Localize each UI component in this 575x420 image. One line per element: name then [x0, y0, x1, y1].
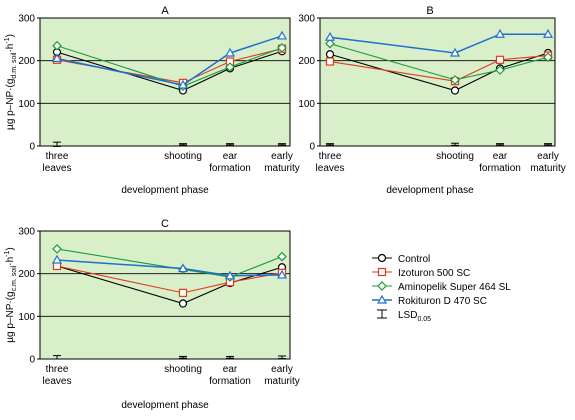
data-point — [51, 254, 63, 264]
y-tick-label: 100 — [18, 312, 35, 323]
data-point — [52, 244, 62, 254]
panel-b-xlabel: development phase — [386, 185, 474, 196]
data-point — [225, 62, 235, 72]
y-tick-label: 200 — [18, 269, 35, 280]
data-point — [324, 31, 336, 41]
legend-label: Aminopelik Super 464 SL — [398, 282, 511, 293]
x-tick-label: early maturity — [530, 151, 566, 174]
lsd-errorbar — [326, 143, 334, 146]
lsd-errorbar — [544, 143, 552, 146]
y-tick-label: 0 — [29, 355, 35, 366]
panel-b-plot-area — [319, 17, 556, 147]
data-point — [325, 38, 335, 49]
series-line — [329, 33, 548, 54]
x-tick-label: shooting — [436, 151, 474, 162]
x-tick-label: three leaves — [43, 151, 72, 174]
data-point — [449, 47, 461, 57]
y-tick-label: 0 — [309, 142, 315, 153]
data-point — [450, 75, 460, 85]
x-tick-label: early maturity — [264, 151, 300, 174]
panel-c-ylabel: µg p–NP·(gc.m. soil·h-1) — [4, 247, 18, 343]
panel-a-ylabel: µg p–NP·(gd.m. soil·h-1) — [4, 34, 18, 130]
legend-item-rokituron: Rokituron D 470 SC — [372, 294, 487, 307]
data-point — [494, 29, 506, 38]
x-tick-label: three leaves — [43, 364, 72, 387]
data-point — [51, 53, 63, 63]
panel-c-plot-area — [39, 230, 291, 360]
data-point — [495, 65, 505, 75]
legend-item-lsd: LSD0.05 — [377, 309, 431, 323]
panel-c-title: C — [161, 218, 169, 230]
lsd-errorbar — [226, 355, 234, 359]
series-line — [56, 265, 283, 294]
data-point — [543, 52, 553, 63]
legend-label: Izoturon 500 SC — [398, 268, 470, 279]
data-point — [325, 57, 335, 66]
series-line — [56, 45, 283, 87]
x-tick-label: ear formation — [479, 151, 521, 174]
y-tick-label: 100 — [18, 99, 35, 110]
data-point — [542, 29, 554, 38]
data-point — [450, 86, 460, 95]
x-tick-label: ear formation — [209, 364, 251, 387]
data-point — [224, 47, 236, 57]
y-tick-label: 300 — [18, 14, 35, 25]
y-tick-label: 300 — [18, 227, 35, 238]
legend-label: Rokituron D 470 SC — [398, 296, 487, 307]
x-tick-label: shooting — [164, 151, 202, 162]
data-point — [177, 79, 189, 89]
lsd-errorbar — [278, 355, 286, 360]
lsd-errorbar — [278, 143, 286, 146]
x-tick-label: ear formation — [209, 151, 251, 174]
x-tick-label: three leaves — [316, 151, 345, 174]
data-point — [325, 50, 335, 59]
lsd-errorbar — [226, 143, 234, 146]
data-point — [277, 43, 287, 53]
data-point — [277, 251, 287, 262]
lsd-errorbar — [53, 141, 61, 147]
legend-label: LSD0.05 — [398, 310, 431, 323]
legend: Control Izoturon 500 SC Aminopelik Super… — [372, 253, 511, 323]
data-point — [177, 263, 189, 273]
y-tick-label: 200 — [298, 56, 315, 67]
legend-item-izoturon: Izoturon 500 SC — [372, 267, 470, 279]
panel-a-title: A — [161, 5, 169, 17]
data-point — [276, 269, 288, 279]
x-tick-label: shooting — [164, 364, 202, 375]
data-point — [178, 288, 188, 297]
panel-b-title: B — [426, 5, 433, 17]
y-tick-label: 300 — [298, 14, 315, 25]
y-tick-label: 100 — [298, 99, 315, 110]
y-tick-label: 200 — [18, 56, 35, 67]
data-point — [495, 55, 505, 64]
y-tick-label: 0 — [29, 142, 35, 153]
data-point — [178, 299, 188, 308]
lsd-errorbar — [53, 355, 61, 360]
series-line — [329, 54, 549, 82]
lsd-errorbar — [451, 142, 459, 146]
series-line — [329, 52, 549, 92]
lsd-errorbar — [179, 143, 187, 146]
data-point — [224, 270, 236, 280]
series-line — [56, 248, 283, 278]
data-point — [52, 40, 62, 51]
panel-a: A 0 100 200 300 three leaves shooting ear format… — [18, 5, 299, 174]
legend-item-control: Control — [372, 253, 430, 265]
panel-a-plot-area — [39, 17, 291, 147]
data-point — [276, 30, 288, 40]
panel-c-xlabel: development phase — [121, 400, 209, 411]
legend-label: Control — [398, 254, 430, 265]
panel-c: C 0 100 200 300 three leaves shooting ear format… — [18, 218, 299, 387]
lsd-errorbar — [179, 355, 187, 359]
panel-a-xlabel: development phase — [121, 185, 209, 196]
lsd-errorbar — [496, 143, 504, 146]
series-line — [56, 259, 283, 277]
series-line — [329, 43, 549, 81]
x-tick-label: early maturity — [264, 364, 300, 387]
legend-item-aminopelik: Aminopelik Super 464 SL — [372, 281, 511, 293]
series-line — [56, 35, 283, 86]
panel-b: B 0 100 200 300 three leaves shooting ear format… — [298, 5, 565, 174]
